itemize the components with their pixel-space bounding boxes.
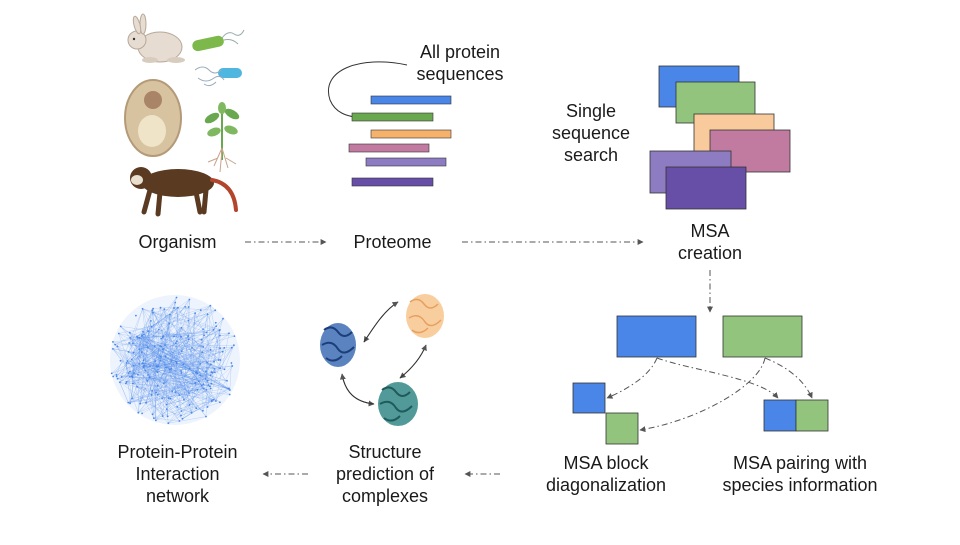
- msa-pairing-line-2: species information: [700, 474, 900, 496]
- bacteria-icon: [191, 30, 244, 86]
- ppi-line-2: Interaction: [100, 463, 255, 485]
- structure-line-2: prediction of: [315, 463, 455, 485]
- all-protein-line-2: sequences: [405, 63, 515, 85]
- single-sequence-line-2: sequence: [545, 122, 637, 144]
- proteome-sequences: [349, 96, 451, 186]
- monkey-icon: [130, 167, 236, 214]
- ppi-line-1: Protein-Protein: [100, 441, 255, 463]
- msa-creation-line-1: MSA: [655, 220, 765, 242]
- network-icon: [110, 295, 240, 425]
- msa-creation-label: MSA creation: [655, 220, 765, 264]
- callout-line: [328, 62, 407, 118]
- msa-pairing-line-1: MSA pairing with: [700, 452, 900, 474]
- block-diag-b: [606, 413, 638, 444]
- structure-line-3: complexes: [315, 485, 455, 507]
- paired-msa-a: [764, 400, 796, 431]
- msa-creation-line-2: creation: [655, 242, 765, 264]
- structure-line-1: Structure: [315, 441, 455, 463]
- all-protein-line-1: All protein: [405, 41, 515, 63]
- msa-block-line-2: diagonalization: [530, 474, 682, 496]
- msa-protein-b: [723, 316, 802, 357]
- block-diag-a: [573, 383, 605, 413]
- ppi-line-3: network: [100, 485, 255, 507]
- organism-label: Organism: [120, 231, 235, 253]
- structure-prediction-label: Structure prediction of complexes: [315, 441, 455, 507]
- msa-pairing-label: MSA pairing with species information: [700, 452, 900, 496]
- msa-block-line-1: MSA block: [530, 452, 682, 474]
- msa-protein-a: [617, 316, 696, 357]
- msa-stack: [650, 66, 790, 209]
- paired-msa-b: [796, 400, 828, 431]
- protein-structure-orange-icon: [406, 294, 444, 338]
- plant-icon: [203, 102, 241, 172]
- protein-structure-teal-icon: [378, 382, 418, 426]
- msa-block-diagonalization-label: MSA block diagonalization: [530, 452, 682, 496]
- all-protein-sequences-label: All protein sequences: [405, 41, 515, 85]
- protein-structure-blue-icon: [320, 323, 356, 367]
- single-sequence-line-3: search: [545, 144, 637, 166]
- single-sequence-line-1: Single: [545, 100, 637, 122]
- ppi-network-label: Protein-Protein Interaction network: [100, 441, 255, 507]
- rabbit-icon: [128, 14, 185, 63]
- plant-cell-icon: [125, 80, 181, 156]
- proteome-label: Proteome: [335, 231, 450, 253]
- single-sequence-search-label: Single sequence search: [545, 100, 637, 166]
